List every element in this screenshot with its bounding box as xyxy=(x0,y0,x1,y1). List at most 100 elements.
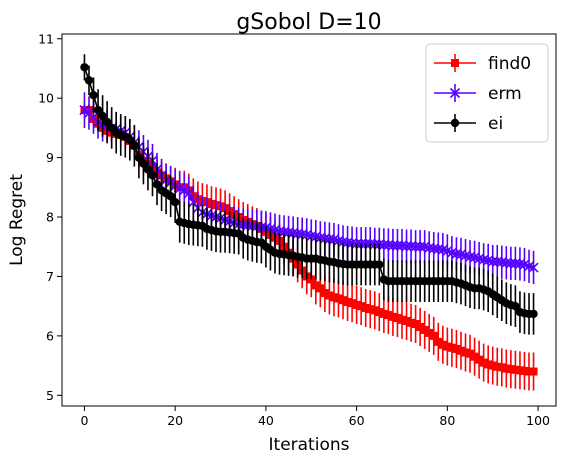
data-point-find0 xyxy=(384,311,393,320)
data-point-ei xyxy=(511,301,520,311)
data-point-find0 xyxy=(329,293,338,302)
data-point-erm xyxy=(179,185,190,196)
data-point-find0 xyxy=(379,309,388,318)
data-point-find0 xyxy=(470,352,479,361)
data-point-find0 xyxy=(361,303,370,312)
data-point-find0 xyxy=(511,365,520,374)
legend-marker xyxy=(449,87,461,99)
data-point-find0 xyxy=(357,302,366,311)
chart-title: gSobol D=10 xyxy=(236,10,381,35)
data-point-erm xyxy=(410,241,421,252)
data-point-find0 xyxy=(388,312,397,321)
data-point-erm xyxy=(401,241,412,252)
data-point-find0 xyxy=(497,363,506,372)
data-point-ei xyxy=(93,105,103,115)
legend-item-find0: find0 xyxy=(434,54,531,74)
y-tick-label: 8 xyxy=(46,210,54,225)
series-find0 xyxy=(80,104,538,391)
data-point-find0 xyxy=(506,365,515,374)
data-point-find0 xyxy=(466,349,475,358)
data-point-find0 xyxy=(484,360,493,369)
legend: find0 erm ei xyxy=(425,43,549,143)
data-point-find0 xyxy=(475,355,484,364)
x-tick-label: 100 xyxy=(526,413,550,428)
data-point-ei xyxy=(375,260,384,269)
x-tick-label: 0 xyxy=(80,413,88,428)
data-point-ei xyxy=(125,135,135,144)
data-point-find0 xyxy=(502,364,511,373)
data-point-find0 xyxy=(425,328,434,337)
y-tick-label: 9 xyxy=(46,150,54,165)
data-point-find0 xyxy=(370,306,379,315)
data-point-find0 xyxy=(416,322,425,331)
data-point-ei xyxy=(130,141,139,150)
x-tick-label: 60 xyxy=(349,413,365,428)
data-point-erm xyxy=(188,197,199,208)
y-tick-label: 11 xyxy=(38,31,54,46)
data-point-find0 xyxy=(339,296,348,305)
data-point-erm xyxy=(528,262,539,273)
data-point-erm xyxy=(487,256,498,267)
legend-box xyxy=(425,43,549,143)
data-point-find0 xyxy=(411,319,420,328)
data-point-ei xyxy=(152,180,162,189)
data-point-find0 xyxy=(375,308,384,317)
data-point-find0 xyxy=(343,298,352,307)
data-point-find0 xyxy=(320,289,329,298)
x-axis-label: Iterations xyxy=(269,435,350,455)
y-tick-label: 10 xyxy=(38,91,54,106)
data-point-find0 xyxy=(479,358,488,367)
data-point-find0 xyxy=(443,342,452,351)
data-point-find0 xyxy=(325,291,334,300)
legend-marker xyxy=(450,118,460,128)
plot-frame xyxy=(61,33,557,407)
data-point-find0 xyxy=(407,318,416,327)
data-point-find0 xyxy=(488,361,497,370)
x-tick-label: 80 xyxy=(439,413,455,428)
data-point-find0 xyxy=(434,337,443,346)
data-point-find0 xyxy=(452,344,461,353)
x-tick-label: 20 xyxy=(167,413,183,428)
data-point-find0 xyxy=(420,325,429,334)
data-point-erm xyxy=(415,241,426,252)
data-point-ei xyxy=(143,165,153,174)
legend-item-ei: ei xyxy=(434,114,503,134)
data-point-ei xyxy=(170,197,180,207)
data-point-ei xyxy=(102,117,112,127)
data-point-ei xyxy=(134,153,144,162)
data-point-ei xyxy=(529,309,538,319)
data-point-erm xyxy=(505,258,516,269)
y-tick-label: 5 xyxy=(46,388,54,403)
data-point-find0 xyxy=(520,366,529,375)
y-tick-label: 6 xyxy=(46,328,54,343)
legend-marker xyxy=(451,59,459,67)
data-point-ei xyxy=(84,76,94,85)
data-point-find0 xyxy=(438,340,447,349)
x-tick-label: 40 xyxy=(258,413,274,428)
data-point-find0 xyxy=(402,317,411,326)
series-ei xyxy=(80,54,538,335)
data-point-find0 xyxy=(393,314,402,323)
y-axis-ticks: 5 6 7 8 9 10 11 xyxy=(38,31,62,403)
data-point-erm xyxy=(79,104,90,116)
data-point-find0 xyxy=(316,284,325,293)
data-point-find0 xyxy=(456,346,465,355)
y-tick-label: 7 xyxy=(46,269,54,284)
data-point-find0 xyxy=(311,281,320,290)
plot-content xyxy=(79,54,539,391)
legend-label: find0 xyxy=(488,54,531,74)
data-point-erm xyxy=(183,188,194,199)
data-point-erm xyxy=(387,240,398,251)
x-axis-ticks: 0 20 40 60 80 100 xyxy=(80,406,550,428)
data-point-ei xyxy=(166,192,175,201)
data-point-ei xyxy=(89,91,98,100)
data-point-find0 xyxy=(348,299,357,308)
data-point-ei xyxy=(98,111,107,121)
data-point-erm xyxy=(392,240,403,251)
data-point-erm xyxy=(378,239,389,251)
data-point-find0 xyxy=(515,366,524,375)
data-point-find0 xyxy=(397,315,406,324)
data-point-find0 xyxy=(352,300,361,309)
legend-label: erm xyxy=(488,84,522,104)
